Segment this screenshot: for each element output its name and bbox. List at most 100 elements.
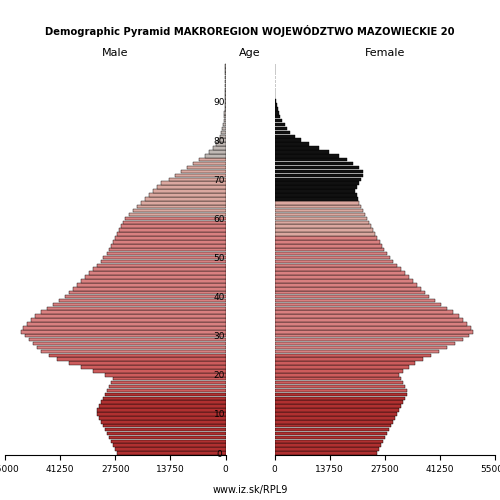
- Bar: [204, 154, 226, 158]
- Bar: [274, 178, 360, 181]
- Bar: [274, 444, 380, 447]
- Bar: [221, 130, 226, 134]
- Bar: [212, 146, 226, 150]
- Bar: [274, 428, 389, 432]
- Bar: [23, 326, 226, 330]
- Bar: [274, 205, 360, 208]
- Bar: [118, 452, 226, 455]
- Text: www.iz.sk/RPL9: www.iz.sk/RPL9: [212, 485, 288, 495]
- Bar: [274, 377, 401, 380]
- Bar: [274, 115, 280, 118]
- Bar: [25, 334, 226, 338]
- Bar: [274, 126, 287, 130]
- Bar: [130, 212, 226, 216]
- Bar: [73, 287, 226, 290]
- Bar: [274, 318, 463, 322]
- Bar: [274, 334, 469, 338]
- Bar: [134, 209, 226, 212]
- Bar: [274, 420, 393, 424]
- Bar: [99, 416, 226, 420]
- Bar: [274, 182, 358, 185]
- Bar: [274, 448, 378, 451]
- Bar: [27, 322, 226, 326]
- Bar: [274, 96, 276, 99]
- Bar: [274, 408, 399, 412]
- Bar: [274, 432, 387, 435]
- Bar: [274, 322, 467, 326]
- Bar: [274, 400, 403, 404]
- Bar: [274, 358, 423, 361]
- Bar: [274, 346, 447, 349]
- Bar: [274, 306, 447, 310]
- Bar: [274, 291, 425, 294]
- Bar: [162, 182, 226, 185]
- Bar: [274, 388, 407, 392]
- Bar: [274, 107, 278, 110]
- Bar: [274, 103, 276, 106]
- Bar: [274, 232, 374, 236]
- Bar: [194, 162, 226, 166]
- Bar: [158, 186, 226, 189]
- Bar: [176, 174, 226, 177]
- Bar: [21, 330, 226, 334]
- Bar: [274, 209, 362, 212]
- Bar: [47, 306, 226, 310]
- Bar: [120, 228, 226, 232]
- Bar: [274, 362, 415, 365]
- Bar: [97, 264, 226, 267]
- Bar: [274, 404, 401, 408]
- Bar: [274, 216, 366, 220]
- Bar: [150, 193, 226, 196]
- Bar: [107, 432, 226, 435]
- Bar: [274, 150, 328, 154]
- Bar: [77, 283, 226, 286]
- Bar: [274, 283, 417, 286]
- Title: Male: Male: [102, 48, 128, 58]
- Bar: [59, 299, 226, 302]
- Bar: [225, 103, 226, 106]
- Bar: [274, 452, 376, 455]
- Bar: [274, 416, 395, 420]
- Bar: [146, 197, 226, 200]
- Bar: [37, 346, 226, 349]
- Bar: [124, 220, 226, 224]
- Bar: [222, 126, 226, 130]
- Bar: [274, 252, 387, 256]
- Bar: [113, 377, 226, 380]
- Bar: [109, 436, 226, 439]
- Bar: [274, 385, 405, 388]
- Bar: [209, 150, 226, 154]
- Bar: [274, 119, 282, 122]
- Bar: [224, 119, 226, 122]
- Bar: [69, 291, 226, 294]
- Bar: [274, 186, 356, 189]
- Bar: [216, 142, 226, 146]
- Bar: [274, 424, 391, 428]
- Bar: [111, 381, 226, 384]
- Title: Female: Female: [364, 48, 405, 58]
- Bar: [274, 166, 358, 170]
- Bar: [41, 350, 226, 353]
- Bar: [274, 224, 370, 228]
- Bar: [274, 299, 435, 302]
- Bar: [118, 232, 226, 236]
- Bar: [274, 220, 368, 224]
- Bar: [103, 396, 226, 400]
- Bar: [101, 420, 226, 424]
- Bar: [274, 134, 294, 138]
- Bar: [274, 396, 405, 400]
- Bar: [89, 272, 226, 275]
- Bar: [85, 276, 226, 279]
- Bar: [274, 212, 364, 216]
- Bar: [103, 256, 226, 260]
- Bar: [41, 310, 226, 314]
- Bar: [274, 310, 453, 314]
- Bar: [31, 318, 226, 322]
- Bar: [274, 326, 471, 330]
- Bar: [274, 236, 376, 240]
- Bar: [274, 123, 284, 126]
- Bar: [33, 342, 226, 345]
- Bar: [65, 295, 226, 298]
- Bar: [274, 354, 431, 357]
- Bar: [274, 268, 401, 271]
